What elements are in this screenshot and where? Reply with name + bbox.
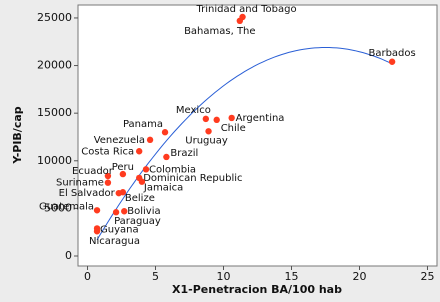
point bbox=[112, 209, 120, 216]
point-label: Peru bbox=[112, 162, 134, 173]
point bbox=[135, 148, 143, 155]
point-label: Argentina bbox=[236, 113, 285, 124]
y-tick-label: 15000 bbox=[37, 106, 72, 119]
y-axis-label: Y-PIB/cap bbox=[11, 106, 24, 164]
point bbox=[236, 17, 244, 25]
point bbox=[142, 166, 150, 173]
point-label: Uruguay bbox=[185, 135, 228, 146]
point bbox=[93, 228, 101, 235]
point bbox=[121, 208, 128, 215]
point-label: El Salvador bbox=[59, 188, 116, 199]
point-label: Dominican Republic bbox=[143, 173, 242, 184]
point-label: Barbados bbox=[368, 48, 415, 59]
x-tick-label: 5 bbox=[152, 270, 159, 283]
point-label: Guatemala bbox=[39, 201, 94, 212]
y-tick-label: 0 bbox=[65, 249, 72, 262]
point bbox=[205, 128, 212, 135]
y-tick-label: 5000 bbox=[44, 201, 72, 214]
point-label: Suriname bbox=[56, 178, 104, 189]
point-label: Jamaica bbox=[143, 183, 183, 194]
y-tick-label: 25000 bbox=[37, 11, 72, 24]
point bbox=[161, 129, 169, 136]
point-label: Venezuela bbox=[94, 135, 145, 146]
point bbox=[93, 207, 101, 214]
point-label: Belize bbox=[125, 193, 155, 204]
x-tick-label: 20 bbox=[352, 270, 366, 283]
x-tick-label: 15 bbox=[284, 270, 298, 283]
point-label: Brazil bbox=[170, 148, 198, 159]
point bbox=[388, 58, 396, 65]
point bbox=[104, 179, 112, 186]
point-label: Chile bbox=[221, 123, 246, 134]
point bbox=[119, 170, 127, 178]
point bbox=[228, 114, 235, 122]
point-label: Costa Rica bbox=[81, 146, 134, 157]
plot-area bbox=[77, 4, 438, 267]
x-axis-label: X1-Penetracion BA/100 hab bbox=[172, 283, 342, 296]
x-tick-label: 25 bbox=[420, 270, 434, 283]
point bbox=[119, 189, 127, 196]
point bbox=[213, 116, 220, 124]
point-label: Bahamas, The bbox=[184, 26, 256, 37]
point-label: Guyana bbox=[100, 224, 139, 235]
point-label: Paraguay bbox=[114, 216, 161, 227]
point-label: Mexico bbox=[176, 105, 211, 116]
point bbox=[163, 153, 170, 161]
fit-curve bbox=[96, 47, 393, 241]
point-label: Nicaragua bbox=[89, 236, 140, 247]
point bbox=[138, 178, 146, 185]
x-tick-label: 10 bbox=[217, 270, 231, 283]
y-tick-label: 10000 bbox=[37, 154, 72, 167]
point bbox=[104, 172, 112, 180]
point-label: Bolivia bbox=[127, 206, 160, 217]
point bbox=[146, 136, 154, 144]
x-tick-label: 0 bbox=[84, 270, 91, 283]
point-label: Panama bbox=[123, 119, 163, 130]
y-tick-label: 20000 bbox=[37, 59, 72, 72]
point-label: Ecuador bbox=[72, 166, 114, 177]
point-label: Colombia bbox=[149, 164, 196, 175]
point bbox=[202, 115, 210, 123]
point-label: Trinidad and Tobago bbox=[195, 4, 296, 15]
